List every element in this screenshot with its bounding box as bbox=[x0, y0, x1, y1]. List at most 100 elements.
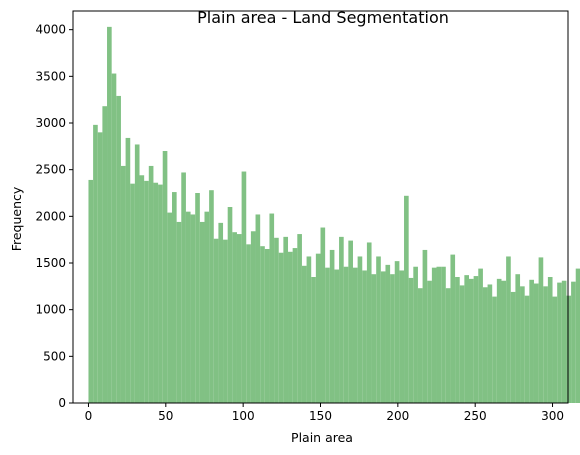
histogram-bar bbox=[102, 106, 108, 403]
histogram-bar bbox=[320, 227, 326, 403]
histogram-bar bbox=[144, 180, 149, 403]
histogram-bar bbox=[274, 237, 279, 403]
histogram-bar bbox=[417, 288, 423, 403]
histogram-bar bbox=[464, 275, 469, 403]
histogram-bar bbox=[227, 207, 233, 403]
histogram-bar bbox=[176, 221, 182, 403]
y-tick-label: 1500 bbox=[35, 256, 66, 270]
histogram-bar bbox=[380, 271, 386, 403]
histogram-bar bbox=[111, 73, 117, 404]
histogram-bar bbox=[441, 266, 446, 403]
histogram-bar bbox=[306, 256, 312, 403]
histogram-bar bbox=[404, 195, 409, 403]
histogram-bar bbox=[390, 274, 395, 403]
histogram-bar bbox=[195, 193, 200, 403]
histogram-bar bbox=[246, 244, 251, 403]
histogram-bar bbox=[223, 239, 228, 403]
histogram-bar bbox=[88, 179, 94, 403]
histogram-bar bbox=[524, 295, 530, 403]
histogram-bar bbox=[487, 284, 493, 403]
histogram-bar bbox=[297, 234, 302, 403]
x-tick-label: 50 bbox=[158, 409, 173, 423]
histogram-bar bbox=[260, 246, 265, 403]
x-tick-label: 0 bbox=[85, 409, 93, 423]
histogram-bar bbox=[134, 144, 140, 403]
bars-group bbox=[88, 26, 580, 404]
histogram-bar bbox=[339, 236, 344, 403]
histogram-bar bbox=[561, 280, 567, 403]
histogram-bar bbox=[158, 184, 163, 403]
histogram-bar bbox=[427, 280, 432, 403]
histogram-bar bbox=[552, 296, 558, 403]
histogram-bar bbox=[130, 183, 135, 403]
histogram-bar bbox=[557, 282, 562, 403]
histogram-bar bbox=[278, 252, 284, 403]
histogram-bar bbox=[529, 279, 534, 403]
histogram-bar bbox=[97, 132, 103, 404]
histogram-bar bbox=[394, 261, 400, 403]
histogram-bar bbox=[445, 288, 451, 403]
y-tick-label: 1000 bbox=[35, 303, 66, 317]
x-tick-label: 300 bbox=[541, 409, 564, 423]
histogram-bar bbox=[311, 277, 316, 403]
histogram-bar bbox=[153, 182, 159, 403]
histogram-bar bbox=[250, 231, 256, 403]
histogram-bar bbox=[469, 278, 474, 403]
x-ticks: 0 50 100 150 200 250 300 bbox=[85, 403, 564, 423]
histogram-bar bbox=[241, 171, 247, 403]
histogram-bar bbox=[566, 295, 572, 403]
y-tick-label: 2500 bbox=[35, 163, 66, 177]
histogram-bar bbox=[315, 253, 321, 403]
histogram-bar bbox=[190, 214, 196, 403]
histogram-bar bbox=[496, 278, 502, 403]
histogram-bar bbox=[515, 274, 521, 403]
histogram-bar bbox=[204, 211, 210, 403]
histogram-bar bbox=[413, 266, 418, 403]
histogram-bar bbox=[218, 222, 224, 403]
histogram-bar bbox=[473, 276, 479, 403]
histogram-bar bbox=[506, 256, 511, 403]
y-ticks: 0 500 1000 1500 2000 2500 3000 3500 4000 bbox=[35, 23, 73, 410]
histogram-bar bbox=[292, 248, 298, 403]
chart-title: Plain area - Land Segmentation bbox=[197, 8, 449, 27]
histogram-bar bbox=[167, 212, 172, 403]
histogram-bar bbox=[301, 265, 307, 403]
histogram-bar bbox=[116, 95, 121, 403]
histogram-bar bbox=[408, 277, 414, 403]
histogram-bar bbox=[371, 274, 377, 403]
y-axis-title: Frequency bbox=[9, 186, 24, 251]
histogram-bar bbox=[399, 270, 405, 403]
x-tick-label: 100 bbox=[232, 409, 255, 423]
histogram-bar bbox=[478, 268, 483, 403]
histogram-bar bbox=[348, 240, 353, 403]
histogram-bar bbox=[571, 281, 576, 403]
histogram-bar bbox=[431, 267, 437, 403]
histogram-bar bbox=[436, 266, 442, 403]
histogram-bar bbox=[329, 249, 335, 403]
histogram-bar bbox=[325, 267, 330, 403]
y-tick-label: 3000 bbox=[35, 116, 66, 130]
y-tick-label: 4000 bbox=[35, 23, 66, 37]
x-axis-title: Plain area bbox=[291, 430, 353, 445]
histogram-bar bbox=[492, 296, 497, 403]
histogram-bar bbox=[357, 256, 363, 403]
histogram-bar bbox=[543, 286, 548, 403]
histogram-bar bbox=[185, 211, 191, 403]
x-tick-label: 200 bbox=[386, 409, 409, 423]
y-tick-label: 0 bbox=[58, 396, 66, 410]
histogram-bar bbox=[264, 249, 270, 403]
histogram-bar bbox=[362, 270, 367, 403]
histogram-bar bbox=[455, 277, 460, 403]
histogram-bar bbox=[501, 280, 507, 403]
histogram-bar bbox=[366, 242, 372, 403]
histogram-bar bbox=[269, 213, 275, 403]
histogram-bar bbox=[385, 264, 391, 403]
histogram-bar bbox=[343, 266, 349, 403]
histogram-bar bbox=[352, 267, 358, 403]
histogram-bar bbox=[422, 249, 428, 403]
histogram-bar bbox=[172, 192, 177, 403]
histogram-bar bbox=[120, 165, 126, 403]
y-tick-label: 3500 bbox=[35, 69, 66, 83]
histogram-bar bbox=[450, 254, 456, 403]
